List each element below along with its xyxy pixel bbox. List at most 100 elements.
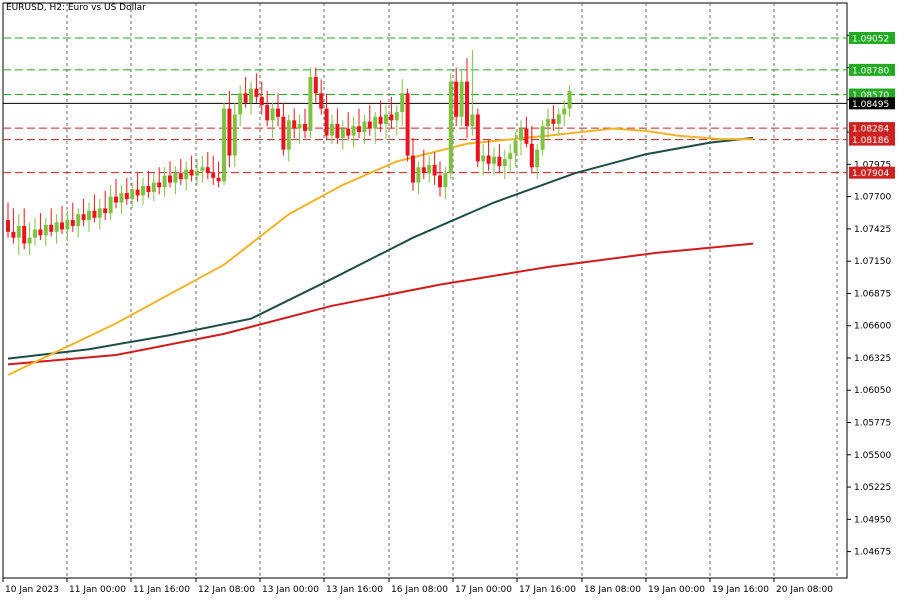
candle-bull: [340, 128, 345, 138]
ma-mid-line: [7, 136, 754, 360]
candle-bear: [124, 193, 129, 199]
candle-bull: [384, 114, 388, 124]
x-tick-label: 18 Jan 08:00: [584, 585, 641, 595]
candle-bull: [535, 149, 540, 168]
candle-bear: [178, 173, 183, 180]
candle-bull: [427, 164, 432, 174]
candle-bear: [475, 114, 480, 162]
candle-bull: [416, 167, 421, 183]
candle-bear: [367, 121, 372, 129]
candle-bear: [551, 119, 556, 124]
candle-bear: [259, 96, 264, 106]
candle-bear: [303, 123, 307, 131]
level-price-box: [849, 133, 895, 146]
chart-title: EURUSD, H2: Euro vs US Dollar: [6, 3, 146, 13]
candle-bear: [205, 167, 210, 174]
candle-bear: [465, 81, 469, 127]
candle-bull: [470, 114, 475, 127]
candle-bear: [497, 156, 502, 167]
candle-bull: [443, 173, 448, 188]
candle-bull: [459, 81, 464, 117]
candle-bear: [405, 93, 410, 156]
y-tick-label: 1.06600: [854, 322, 891, 332]
x-tick-label: 11 Jan 00:00: [69, 585, 126, 595]
candle-bull: [141, 186, 145, 196]
candle-bull: [502, 159, 507, 167]
x-tick-label: 17 Jan 00:00: [455, 585, 512, 595]
candle-bull: [249, 88, 253, 103]
candle-bear: [319, 93, 324, 109]
candle-bull: [513, 140, 518, 154]
candle-bull: [222, 108, 226, 182]
ma-fast-line: [7, 127, 754, 376]
level-price-label: 1.08284: [852, 125, 889, 135]
candle-bear: [486, 155, 491, 164]
candle-bear: [168, 175, 172, 183]
candle-bear: [227, 108, 232, 156]
candle-bear: [438, 175, 442, 188]
candle-bull: [162, 175, 167, 188]
y-tick-label: 1.07150: [854, 257, 891, 267]
candle-bull: [286, 120, 291, 150]
candle-bull: [297, 123, 302, 129]
candle-bull: [184, 169, 189, 180]
candle-bear: [524, 128, 529, 144]
candle-bear: [135, 189, 140, 196]
x-tick-label: 19 Jan 00:00: [648, 585, 705, 595]
candle-bear: [529, 143, 534, 168]
candle-bull: [519, 128, 523, 141]
candle-bear: [324, 108, 329, 136]
level-price-label: 1.09052: [852, 34, 889, 44]
candle-bear: [103, 208, 108, 214]
candle-bull: [238, 93, 243, 115]
y-tick-label: 1.07975: [854, 160, 891, 170]
candle-bear: [243, 93, 248, 103]
candle-bull: [97, 208, 102, 218]
candle-bull: [108, 196, 113, 214]
level-price-box: [849, 31, 895, 44]
candle-bear: [70, 220, 75, 226]
candle-bear: [454, 81, 459, 117]
y-tick-label: 1.06050: [854, 386, 891, 396]
current-price-label: 1.08495: [852, 100, 889, 110]
candle-bear: [49, 224, 54, 232]
y-tick-label: 1.05225: [854, 483, 891, 493]
level-price-label: 1.08186: [852, 136, 889, 146]
candle-bull: [351, 126, 356, 136]
ma-slow-line: [7, 242, 754, 366]
candle-bull: [232, 114, 237, 156]
candle-bear: [421, 167, 426, 174]
candle-bull: [87, 210, 91, 221]
candle-bull: [481, 155, 486, 162]
candle-bear: [335, 123, 340, 138]
candle-bull: [195, 170, 199, 176]
candle-bull: [330, 123, 334, 136]
x-tick-label: 17 Jan 16:00: [519, 585, 576, 595]
candle-bull: [556, 114, 561, 124]
candle-bear: [11, 231, 16, 238]
candle-bull: [76, 214, 81, 226]
candle-bear: [60, 222, 64, 230]
candle-bear: [254, 88, 259, 97]
y-tick-label: 1.05500: [854, 451, 891, 461]
candle-bull: [567, 91, 572, 109]
y-tick-label: 1.06875: [854, 289, 891, 299]
candle-bull: [508, 153, 513, 160]
candle-bear: [92, 210, 97, 218]
candle-bull: [151, 182, 156, 192]
candle-bear: [216, 177, 221, 182]
candle-bear: [114, 196, 118, 203]
x-tick-label: 19 Jan 16:00: [712, 585, 769, 595]
candle-bear: [313, 76, 318, 94]
candle-bull: [200, 167, 205, 171]
candle-bear: [378, 116, 383, 124]
level-price-box: [849, 63, 895, 76]
candle-bull: [540, 126, 545, 150]
x-tick-label: 10 Jan 2023: [5, 585, 59, 595]
candle-bear: [411, 155, 415, 183]
x-tick-label: 13 Jan 00:00: [262, 585, 319, 595]
candle-bull: [119, 193, 124, 203]
candle-bull: [373, 116, 378, 129]
